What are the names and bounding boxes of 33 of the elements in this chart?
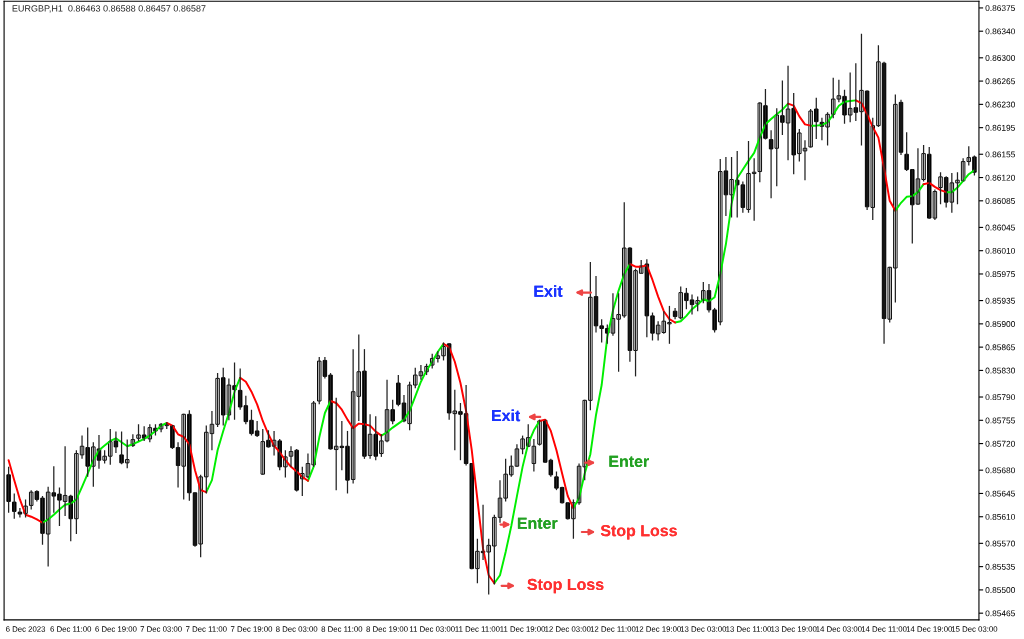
annotation: Exit <box>534 285 563 297</box>
y-tick-label: 0.86155 <box>985 151 1015 158</box>
y-tick-label: 0.85900 <box>985 321 1015 327</box>
annotation: Stop Loss <box>527 578 604 594</box>
y-tick-label: 0.85500 <box>985 587 1015 593</box>
y-tick-label: 0.85535 <box>985 563 1015 570</box>
y-tick-label: 0.86085 <box>985 198 1015 204</box>
y-tick-label: 0.85935 <box>985 297 1015 304</box>
y-tick-label: 0.85610 <box>985 513 1015 520</box>
y-tick-label: 0.85680 <box>985 467 1015 474</box>
y-tick-label: 0.85865 <box>985 344 1015 351</box>
y-tick-label: 0.86375 <box>985 5 1015 12</box>
y-tick-label: 0.85755 <box>985 417 1015 424</box>
y-tick-label: 0.85465 <box>985 610 1015 617</box>
y-tick-label: 0.85570 <box>985 540 1015 547</box>
chart-title: EURGBP,H1 0.86463 0.86588 0.86457 0.86587 <box>12 5 206 13</box>
y-tick-label: 0.86230 <box>985 101 1015 108</box>
y-tick-label: 0.86265 <box>985 78 1015 85</box>
y-tick-label: 0.86340 <box>985 28 1015 35</box>
y-tick-label: 0.86300 <box>985 55 1015 61</box>
y-tick-label: 0.85975 <box>985 271 1015 278</box>
y-tick-label: 0.85830 <box>985 367 1015 374</box>
annotation: Enter <box>517 517 558 529</box>
annotation: Stop Loss <box>600 524 677 540</box>
y-tick-label: 0.86045 <box>985 224 1015 231</box>
annotation: Enter <box>609 455 649 468</box>
y-tick-label: 0.86010 <box>985 247 1015 254</box>
y-tick-label: 0.85645 <box>985 490 1015 497</box>
y-tick-label: 0.85790 <box>985 394 1015 401</box>
annotation: Exit <box>492 409 521 422</box>
y-tick-label: 0.85720 <box>985 440 1015 447</box>
y-tick-label: 0.86120 <box>985 174 1015 181</box>
y-tick-label: 0.86195 <box>985 124 1015 131</box>
